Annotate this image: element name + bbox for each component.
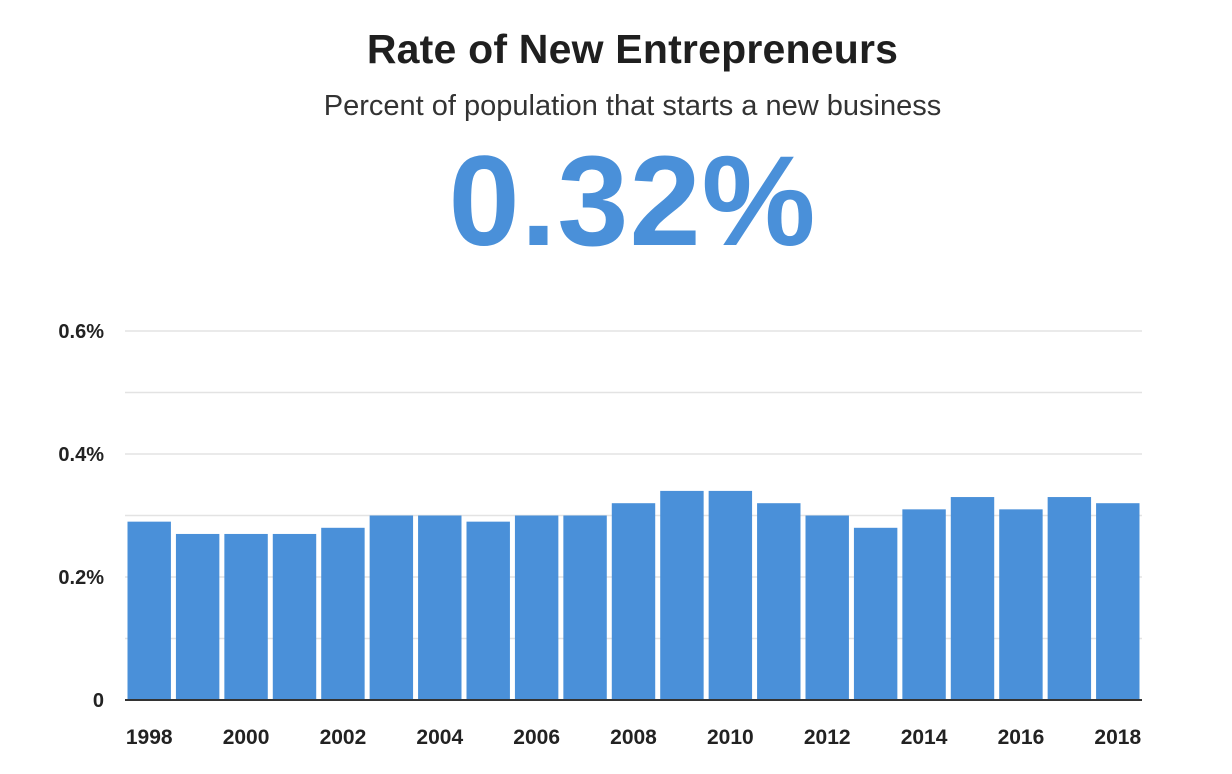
bar-2011 bbox=[757, 503, 801, 700]
bar-2004 bbox=[418, 515, 462, 700]
x-tick-label: 2000 bbox=[223, 726, 270, 749]
bar-2002 bbox=[321, 527, 365, 700]
chart-title: Rate of New Entrepreneurs bbox=[366, 26, 899, 72]
x-tick-label: 2012 bbox=[804, 726, 851, 749]
y-axis-ticks: 0 0.2% 0.4% 0.6% bbox=[58, 321, 104, 712]
y-tick-label: 0.2% bbox=[58, 567, 104, 589]
chart-subtitle: Percent of population that starts a new … bbox=[323, 90, 942, 122]
bar-2015 bbox=[950, 497, 995, 700]
bar-1999 bbox=[175, 533, 220, 700]
bars bbox=[127, 490, 1140, 700]
bar-2013 bbox=[853, 527, 898, 700]
bar-2009 bbox=[660, 490, 704, 700]
x-tick-label: 2006 bbox=[513, 726, 560, 749]
x-tick-label: 2002 bbox=[320, 726, 367, 749]
x-tick-label: 2018 bbox=[1094, 726, 1141, 749]
bar-2016 bbox=[999, 509, 1043, 700]
bar-2012 bbox=[805, 515, 849, 700]
headline-value: 0.32% bbox=[448, 130, 817, 273]
y-tick-label: 0 bbox=[93, 690, 104, 712]
y-tick-label: 0.6% bbox=[58, 321, 104, 343]
bar-2003 bbox=[369, 515, 414, 700]
bar-2001 bbox=[272, 533, 317, 700]
bar-2018 bbox=[1096, 503, 1140, 700]
bar-2014 bbox=[902, 509, 946, 700]
bar-2005 bbox=[466, 521, 510, 700]
bar-2008 bbox=[611, 503, 656, 700]
bar-1998 bbox=[127, 521, 171, 700]
bar-2007 bbox=[563, 515, 607, 700]
bar-2017 bbox=[1047, 497, 1092, 700]
bar-2000 bbox=[224, 533, 268, 700]
x-axis-ticks: 1998 2000 2002 2004 2006 2008 2010 2012 2014 2016… bbox=[126, 726, 1142, 749]
y-tick-label: 0.4% bbox=[58, 444, 104, 466]
bar-2010 bbox=[708, 490, 753, 700]
bar-2006 bbox=[514, 515, 559, 700]
x-tick-label: 2008 bbox=[610, 726, 657, 749]
x-tick-label: 2010 bbox=[707, 726, 754, 749]
x-tick-label: 2016 bbox=[998, 726, 1045, 749]
x-tick-label: 1998 bbox=[126, 726, 173, 749]
x-tick-label: 2014 bbox=[901, 726, 948, 749]
x-tick-label: 2004 bbox=[416, 726, 463, 749]
